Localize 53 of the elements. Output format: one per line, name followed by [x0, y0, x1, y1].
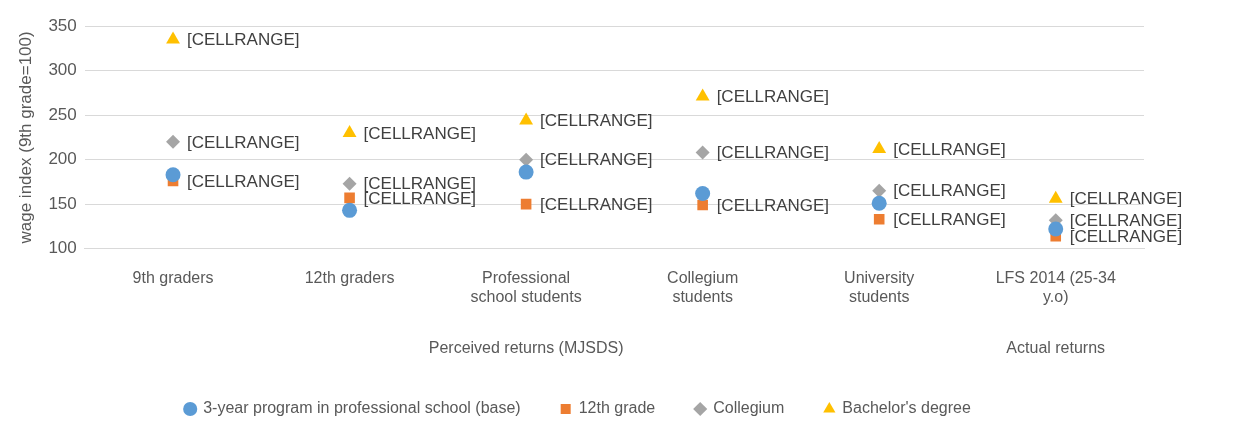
point: [518, 164, 534, 180]
legend-label: 12th grade: [578, 399, 656, 417]
point: [871, 195, 887, 211]
point: [519, 112, 534, 125]
data-label: [CELLRANGE]: [363, 123, 477, 143]
data-label: [CELLRANGE]: [893, 139, 1006, 159]
point: [344, 192, 355, 204]
x-tick-label: LFS 2014 (25-34 y.o): [995, 268, 1116, 305]
x-tick-label: Collegium students: [667, 268, 739, 305]
data-label: [CELLRANGE]: [187, 171, 300, 191]
point: [165, 167, 181, 183]
data-label: [CELLRANGE]: [187, 30, 300, 50]
data-label: [CELLRANGE]: [893, 181, 1006, 201]
text: Actual returns: [1006, 339, 1106, 357]
point: [166, 134, 181, 149]
point: [695, 145, 710, 160]
data-label: [CELLRANGE]: [540, 111, 653, 131]
point: [872, 140, 887, 153]
y-tick-label: 100: [48, 238, 77, 258]
legend-label: Bachelor's degree: [842, 399, 971, 417]
data-label: [CELLRANGE]: [716, 143, 830, 163]
x-tick-label: Professional school students: [470, 268, 582, 305]
legend-label: 3-year program in professional school (base): [203, 399, 521, 417]
point: [166, 31, 180, 44]
point: [873, 213, 885, 225]
data-label: [CELLRANGE]: [187, 132, 300, 152]
point: [342, 176, 357, 191]
x-tick-label: 12th graders: [304, 268, 395, 286]
legend-label: Collegium: [713, 399, 785, 417]
point: [342, 124, 357, 137]
y-tick-label: 250: [48, 104, 77, 124]
point: [695, 185, 711, 201]
data-label: [CELLRANGE]: [716, 195, 830, 215]
data-label: [CELLRANGE]: [716, 87, 830, 107]
y-tick-label: 300: [48, 60, 77, 80]
point: [872, 183, 887, 198]
text: Perceived returns (MJSDS): [428, 339, 624, 357]
point: [695, 88, 710, 101]
point: [697, 199, 708, 211]
data-label: [CELLRANGE]: [1069, 189, 1183, 209]
y-tick-label: 150: [48, 193, 77, 213]
data-label: [CELLRANGE]: [540, 194, 653, 214]
point: [342, 202, 358, 218]
y-tick-label: 200: [48, 149, 77, 169]
data-label: [CELLRANGE]: [893, 209, 1006, 229]
x-tick-label: University students: [844, 268, 915, 305]
y-tick-label: 350: [48, 15, 77, 35]
point: [1048, 221, 1064, 237]
y-axis-title: wage index (9th grade=100): [15, 31, 35, 245]
data-label: [CELLRANGE]: [1069, 210, 1183, 230]
data-label: [CELLRANGE]: [540, 150, 653, 170]
x-tick-label: 9th graders: [132, 268, 214, 286]
point: [519, 152, 534, 167]
